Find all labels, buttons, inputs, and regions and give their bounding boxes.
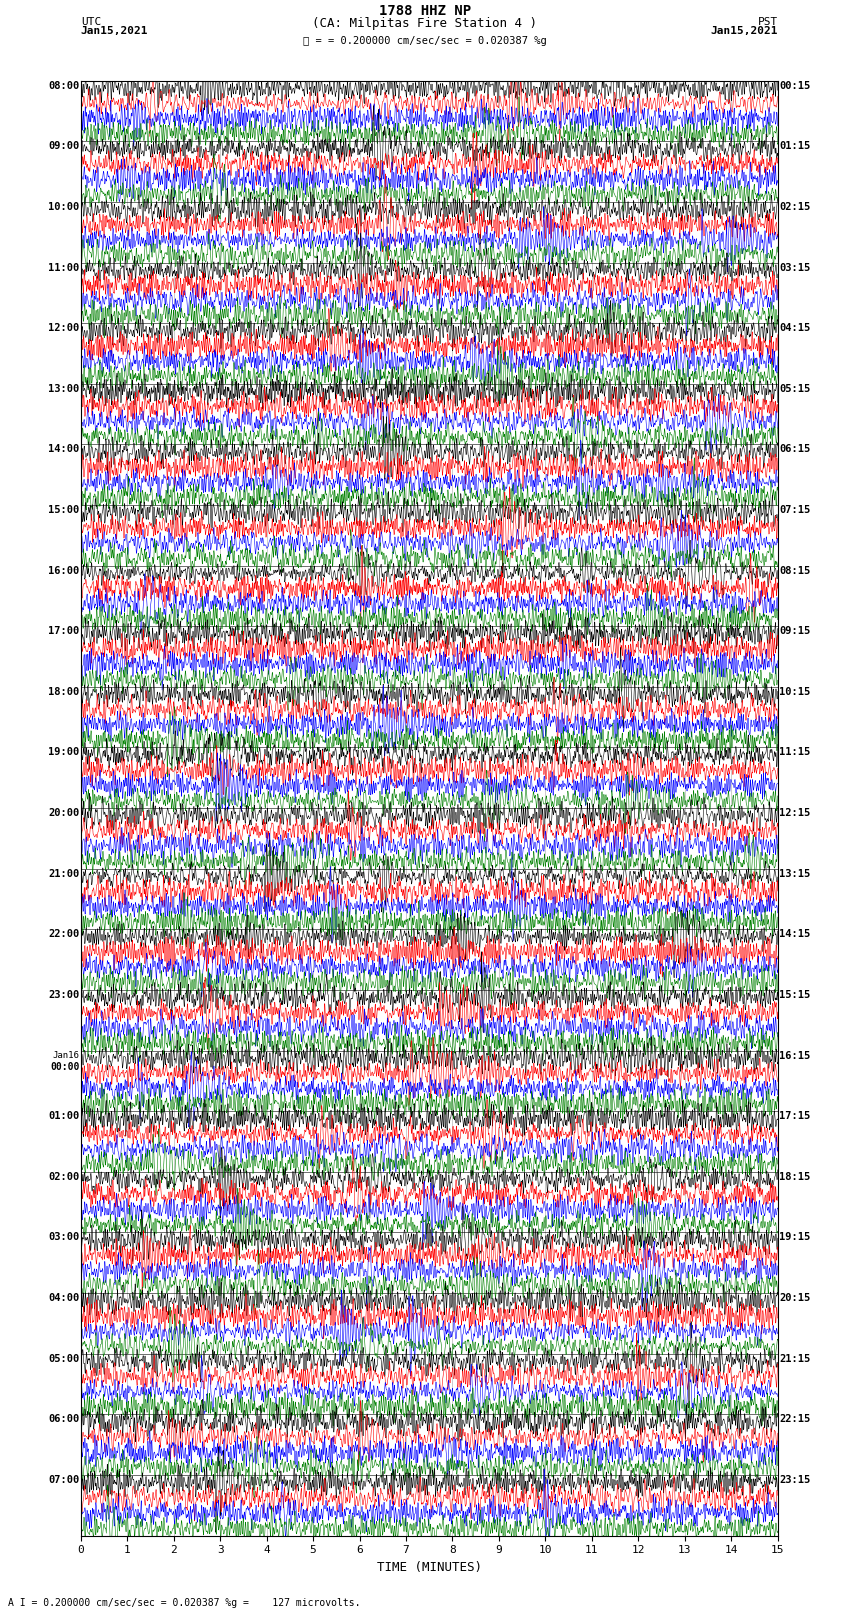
Text: PST: PST — [757, 18, 778, 27]
Text: 09:15: 09:15 — [779, 626, 810, 636]
Text: Jan15,2021: Jan15,2021 — [81, 26, 148, 35]
Text: 03:15: 03:15 — [779, 263, 810, 273]
X-axis label: TIME (MINUTES): TIME (MINUTES) — [377, 1561, 482, 1574]
Text: 03:00: 03:00 — [48, 1232, 79, 1242]
Text: 11:00: 11:00 — [48, 263, 79, 273]
Text: 20:00: 20:00 — [48, 808, 79, 818]
Text: 21:15: 21:15 — [779, 1353, 810, 1363]
Text: 00:15: 00:15 — [779, 81, 810, 90]
Text: 13:00: 13:00 — [48, 384, 79, 394]
Text: 07:00: 07:00 — [48, 1474, 79, 1486]
Text: 12:00: 12:00 — [48, 323, 79, 334]
Text: 22:00: 22:00 — [48, 929, 79, 939]
Text: 00:00: 00:00 — [50, 1063, 79, 1073]
Text: 23:15: 23:15 — [779, 1474, 810, 1486]
Text: 05:15: 05:15 — [779, 384, 810, 394]
Text: 17:00: 17:00 — [48, 626, 79, 636]
Text: 18:15: 18:15 — [779, 1171, 810, 1182]
Text: ⏐ = = 0.200000 cm/sec/sec = 0.020387 %g: ⏐ = = 0.200000 cm/sec/sec = 0.020387 %g — [303, 37, 547, 47]
Text: 13:15: 13:15 — [779, 869, 810, 879]
Text: 07:15: 07:15 — [779, 505, 810, 515]
Text: 10:00: 10:00 — [48, 202, 79, 211]
Text: 05:00: 05:00 — [48, 1353, 79, 1363]
Text: Jan15,2021: Jan15,2021 — [711, 26, 778, 35]
Text: 23:00: 23:00 — [48, 990, 79, 1000]
Text: 16:00: 16:00 — [48, 566, 79, 576]
Text: 19:00: 19:00 — [48, 747, 79, 758]
Text: 14:15: 14:15 — [779, 929, 810, 939]
Text: 15:15: 15:15 — [779, 990, 810, 1000]
Text: 14:00: 14:00 — [48, 444, 79, 455]
Text: 01:00: 01:00 — [48, 1111, 79, 1121]
Text: 02:15: 02:15 — [779, 202, 810, 211]
Text: 04:15: 04:15 — [779, 323, 810, 334]
Text: 08:00: 08:00 — [48, 81, 79, 90]
Text: 15:00: 15:00 — [48, 505, 79, 515]
Text: 18:00: 18:00 — [48, 687, 79, 697]
Text: 10:15: 10:15 — [779, 687, 810, 697]
Text: 06:00: 06:00 — [48, 1415, 79, 1424]
Text: 12:15: 12:15 — [779, 808, 810, 818]
Text: 17:15: 17:15 — [779, 1111, 810, 1121]
Text: 06:15: 06:15 — [779, 444, 810, 455]
Text: 16:15: 16:15 — [779, 1050, 810, 1061]
Text: 11:15: 11:15 — [779, 747, 810, 758]
Text: 08:15: 08:15 — [779, 566, 810, 576]
Text: 20:15: 20:15 — [779, 1294, 810, 1303]
Text: A I = 0.200000 cm/sec/sec = 0.020387 %g =    127 microvolts.: A I = 0.200000 cm/sec/sec = 0.020387 %g … — [8, 1598, 361, 1608]
Text: 1788 HHZ NP: 1788 HHZ NP — [379, 5, 471, 18]
Text: 01:15: 01:15 — [779, 142, 810, 152]
Text: Jan16: Jan16 — [53, 1050, 79, 1060]
Text: UTC: UTC — [81, 18, 101, 27]
Text: 21:00: 21:00 — [48, 869, 79, 879]
Text: 04:00: 04:00 — [48, 1294, 79, 1303]
Text: 09:00: 09:00 — [48, 142, 79, 152]
Text: (CA: Milpitas Fire Station 4 ): (CA: Milpitas Fire Station 4 ) — [313, 18, 537, 31]
Text: 22:15: 22:15 — [779, 1415, 810, 1424]
Text: 02:00: 02:00 — [48, 1171, 79, 1182]
Text: 19:15: 19:15 — [779, 1232, 810, 1242]
